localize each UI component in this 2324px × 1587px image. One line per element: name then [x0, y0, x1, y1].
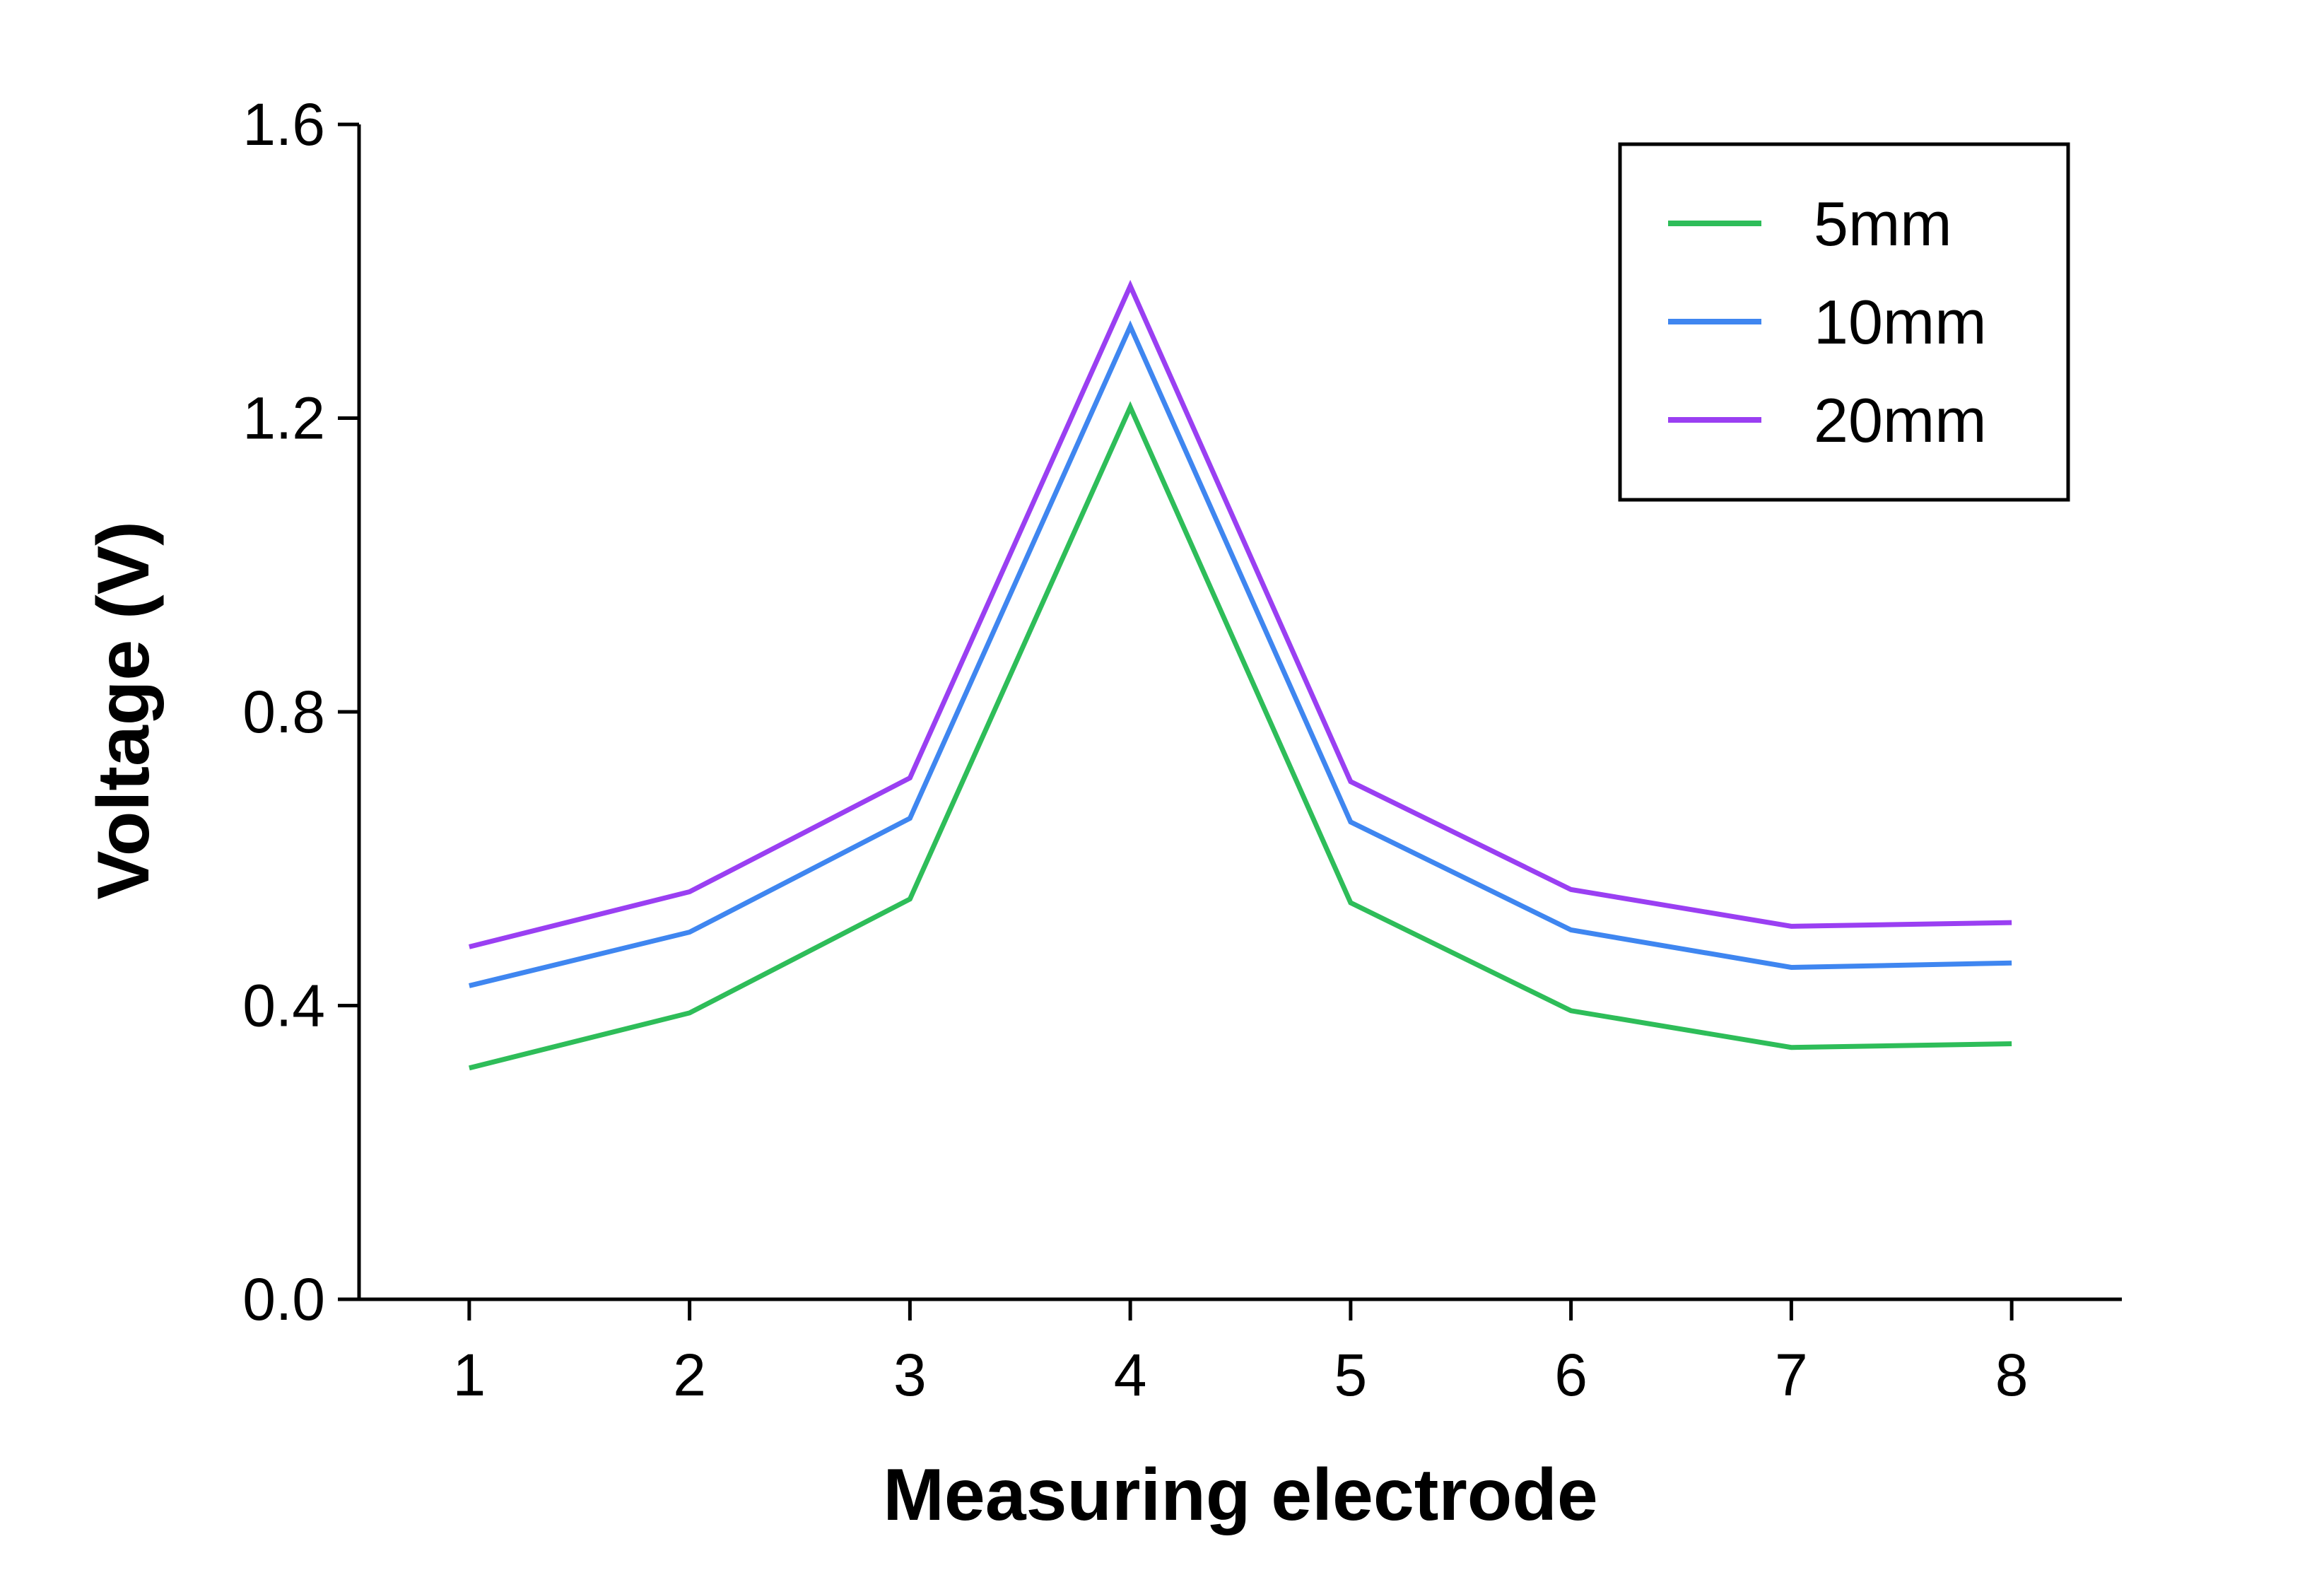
y-tick-label: 0.8: [242, 679, 325, 745]
x-tick-label: 7: [1775, 1342, 1808, 1408]
x-tick-label: 5: [1334, 1342, 1368, 1408]
x-tick-label: 6: [1554, 1342, 1588, 1408]
legend-box: [1618, 142, 2070, 502]
legend-label-5mm: 5mm: [1814, 189, 1952, 259]
x-tick-label: 8: [1995, 1342, 2029, 1408]
x-axis-title: Measuring electrode: [883, 1454, 1597, 1536]
x-tick-label: 1: [453, 1342, 486, 1408]
series-line-10mm: [469, 320, 2012, 988]
x-tick-label: 2: [673, 1342, 706, 1408]
series-line-20mm: [469, 279, 2012, 949]
legend-label-10mm: 10mm: [1814, 287, 1987, 357]
series-line-5mm: [469, 401, 2012, 1071]
legend-label-20mm: 20mm: [1814, 385, 1987, 455]
plot-area: [469, 279, 2012, 1071]
y-axis-title: Voltage (V): [83, 521, 165, 899]
x-tick-label: 4: [1114, 1342, 1147, 1408]
y-axis-ticks: 0.0 0.4 0.8 1.2 1.6: [242, 91, 359, 1333]
y-tick-label: 0.4: [242, 973, 325, 1039]
y-tick-label: 1.6: [242, 91, 325, 158]
x-tick-label: 3: [893, 1342, 927, 1408]
legend: 5mm 10mm 20mm: [1618, 142, 2070, 502]
y-tick-label: 0.0: [242, 1266, 325, 1333]
x-axis-ticks: 1 2 3 4 5 6 7 8: [453, 1299, 2029, 1408]
y-tick-label: 1.2: [242, 385, 325, 452]
